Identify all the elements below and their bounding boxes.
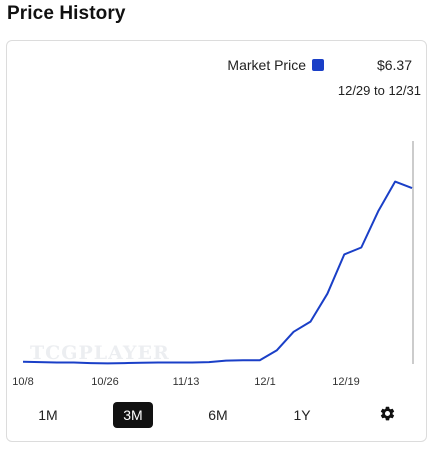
legend-label: Market Price (227, 57, 306, 73)
x-tick-label: 11/13 (173, 376, 200, 388)
range-button-6m[interactable]: 6M (208, 407, 228, 423)
price-history-card (6, 40, 427, 442)
gear-icon[interactable] (379, 405, 396, 422)
x-axis-labels: 10/8 10/26 11/13 12/1 12/19 (12, 376, 359, 388)
legend-swatch (312, 59, 324, 71)
page-title: Price History (7, 3, 126, 24)
date-range: 12/29 to 12/31 (337, 83, 421, 98)
range-button-1m[interactable]: 1M (38, 407, 58, 423)
watermark-logo: TCGPLAYER (30, 342, 170, 364)
x-tick-label: 10/26 (91, 376, 119, 388)
range-button-1y[interactable]: 1Y (293, 407, 311, 423)
chart-legend: Market Price $6.37 (0, 57, 437, 77)
market-price-value: $6.37 (376, 57, 412, 73)
range-button-3m[interactable]: 3M (113, 402, 153, 428)
x-tick-label: 10/8 (12, 376, 33, 388)
market-price-line (22, 180, 413, 365)
price-chart: 10/8 10/26 11/13 12/1 12/19 (12, 141, 414, 388)
x-tick-label: 12/19 (332, 376, 360, 388)
x-tick-label: 12/1 (254, 376, 275, 388)
